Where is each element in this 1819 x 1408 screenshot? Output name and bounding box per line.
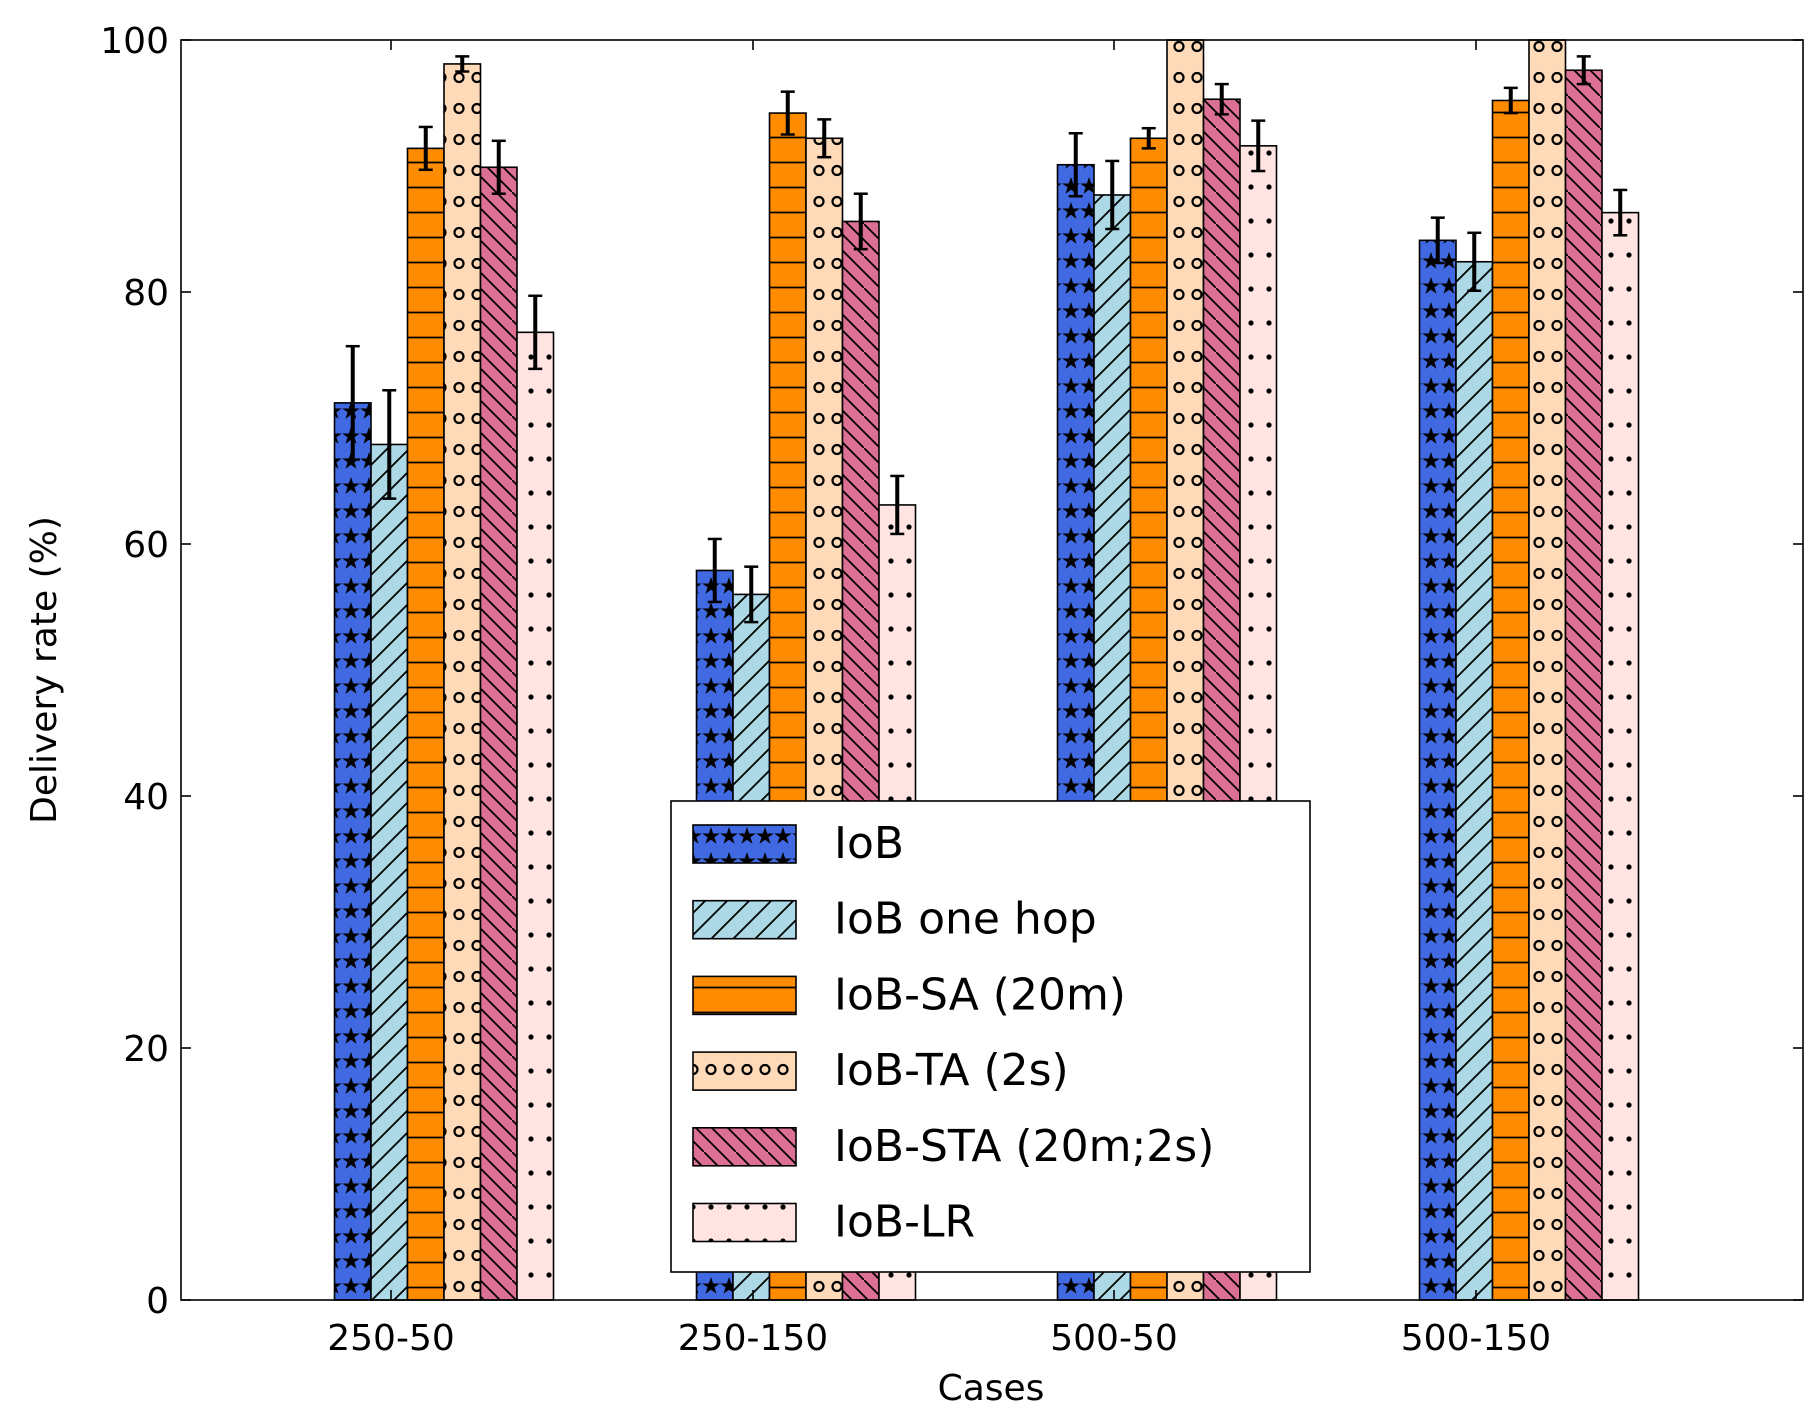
x-tick-label-3: 500-150 [1401,1318,1551,1359]
bar-4-3 [1564,69,1603,1301]
legend-swatch-5 [692,1202,797,1243]
bar-4-0 [479,166,518,1301]
legend-swatch-1 [692,899,797,940]
bar-1-3 [1455,260,1494,1301]
y-tick-label-0: 0 [146,1281,169,1322]
legend-swatch-3 [692,1051,797,1091]
x-tick-label-1: 250-150 [678,1318,828,1359]
legend-box [670,800,1311,1273]
y-tick-label-20: 20 [123,1029,169,1070]
bar-1-0 [370,443,409,1301]
x-axis: 250-50 250-150 500-50 500-150 [327,40,1551,1359]
legend-label-1: IoB one hop [834,894,1097,945]
bar-0-3 [1418,239,1457,1301]
x-tick-label-2: 500-50 [1050,1318,1178,1359]
error-bars-layer [345,55,1628,624]
legend-label-2: IoB-SA (20m) [834,969,1126,1020]
bar-5-0 [516,331,555,1301]
legend: IoB IoB one hop IoB-SA (20m) IoB-TA (2s) IoB… [670,800,1311,1273]
bar-5-3 [1601,211,1640,1301]
y-axis: 0 20 40 60 80 100 [100,21,1803,1322]
legend-swatch-2 [692,975,797,1016]
y-tick-label-80: 80 [123,273,169,314]
legend-swatch-4 [692,1127,797,1167]
bar-3-3 [1528,39,1567,1301]
bar-3-0 [443,63,482,1301]
legend-swatch-0 [692,824,797,864]
x-axis-title: Cases [938,1368,1045,1408]
legend-label-5: IoB-LR [834,1197,975,1248]
plot-frame [180,39,1804,1301]
legend-label-4: IoB-STA (20m;2s) [834,1121,1214,1172]
x-tick-label-0: 250-50 [327,1318,455,1359]
bar-0-0 [333,402,372,1301]
y-tick-label-60: 60 [123,525,169,566]
legend-label-3: IoB-TA (2s) [834,1045,1069,1096]
y-tick-label-40: 40 [123,777,169,818]
bar-2-0 [406,147,445,1301]
y-tick-label-100: 100 [100,21,169,62]
y-axis-title: Delivery rate (%) [24,516,65,824]
bar-2-3 [1491,99,1530,1301]
legend-label-0: IoB [834,818,904,869]
